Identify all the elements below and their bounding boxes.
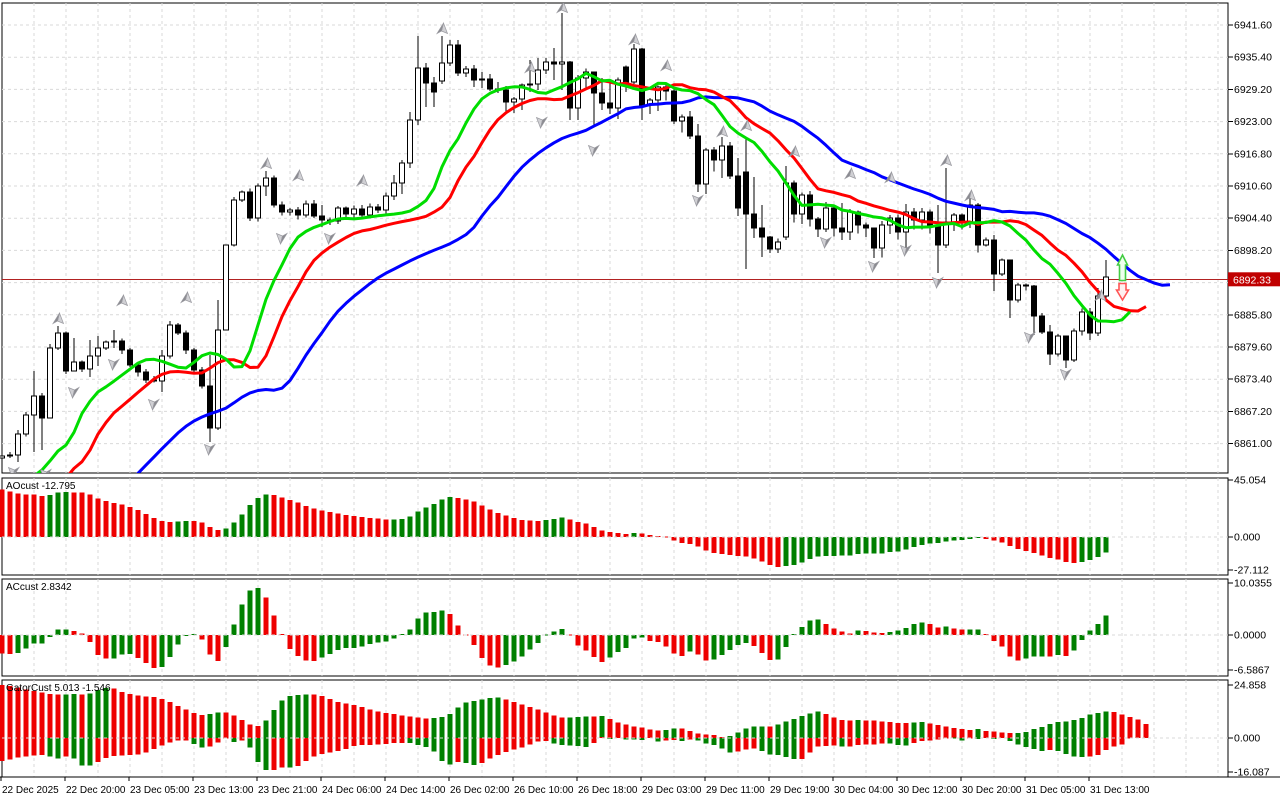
svg-text:6916.80: 6916.80 xyxy=(1234,148,1272,160)
svg-text:26 Dec 18:00: 26 Dec 18:00 xyxy=(578,785,638,796)
svg-text:26 Dec 02:00: 26 Dec 02:00 xyxy=(450,785,510,796)
svg-text:-6.5867: -6.5867 xyxy=(1234,665,1270,677)
svg-text:23 Dec 13:00: 23 Dec 13:00 xyxy=(194,785,254,796)
svg-text:29 Dec 03:00: 29 Dec 03:00 xyxy=(642,785,702,796)
svg-text:0.0000: 0.0000 xyxy=(1234,630,1266,642)
svg-text:6935.40: 6935.40 xyxy=(1234,52,1272,64)
svg-text:6892.33: 6892.33 xyxy=(1233,274,1271,286)
svg-text:-27.112: -27.112 xyxy=(1234,565,1269,577)
svg-text:ACcust 2.8342: ACcust 2.8342 xyxy=(6,582,72,593)
svg-text:30 Dec 12:00: 30 Dec 12:00 xyxy=(898,785,958,796)
svg-text:24.858: 24.858 xyxy=(1234,680,1266,692)
svg-text:29 Dec 11:00: 29 Dec 11:00 xyxy=(706,785,765,796)
svg-text:31 Dec 13:00: 31 Dec 13:00 xyxy=(1090,785,1150,796)
svg-text:29 Dec 19:00: 29 Dec 19:00 xyxy=(770,785,830,796)
svg-text:6904.40: 6904.40 xyxy=(1234,213,1272,225)
svg-text:6910.60: 6910.60 xyxy=(1234,181,1272,193)
svg-text:23 Dec 05:00: 23 Dec 05:00 xyxy=(130,785,190,796)
svg-text:6861.00: 6861.00 xyxy=(1234,438,1272,450)
svg-text:6873.40: 6873.40 xyxy=(1234,374,1272,386)
svg-text:23 Dec 21:00: 23 Dec 21:00 xyxy=(258,785,318,796)
svg-text:30 Dec 20:00: 30 Dec 20:00 xyxy=(962,785,1022,796)
svg-text:GatorCust 5.013 -1.546: GatorCust 5.013 -1.546 xyxy=(6,683,111,694)
svg-text:6879.60: 6879.60 xyxy=(1234,342,1272,354)
svg-text:10.0355: 10.0355 xyxy=(1234,578,1272,590)
svg-text:0.000: 0.000 xyxy=(1234,733,1260,745)
svg-text:26 Dec 10:00: 26 Dec 10:00 xyxy=(514,785,574,796)
svg-text:30 Dec 04:00: 30 Dec 04:00 xyxy=(834,785,894,796)
svg-text:31 Dec 05:00: 31 Dec 05:00 xyxy=(1026,785,1086,796)
svg-text:24 Dec 06:00: 24 Dec 06:00 xyxy=(322,785,382,796)
svg-text:6898.20: 6898.20 xyxy=(1234,245,1272,257)
svg-text:24 Dec 14:00: 24 Dec 14:00 xyxy=(386,785,446,796)
svg-text:22 Dec 2025: 22 Dec 2025 xyxy=(2,785,59,796)
svg-text:6885.80: 6885.80 xyxy=(1234,309,1272,321)
svg-text:6923.00: 6923.00 xyxy=(1234,116,1272,128)
svg-text:22 Dec 20:00: 22 Dec 20:00 xyxy=(66,785,126,796)
svg-text:45.054: 45.054 xyxy=(1234,475,1266,487)
svg-text:0.000: 0.000 xyxy=(1234,532,1260,544)
svg-text:AOcust -12.795: AOcust -12.795 xyxy=(6,481,76,492)
svg-text:6867.20: 6867.20 xyxy=(1234,406,1272,418)
svg-text:6941.60: 6941.60 xyxy=(1234,20,1272,32)
svg-text:6929.20: 6929.20 xyxy=(1234,84,1272,96)
svg-text:-16.087: -16.087 xyxy=(1234,767,1270,779)
